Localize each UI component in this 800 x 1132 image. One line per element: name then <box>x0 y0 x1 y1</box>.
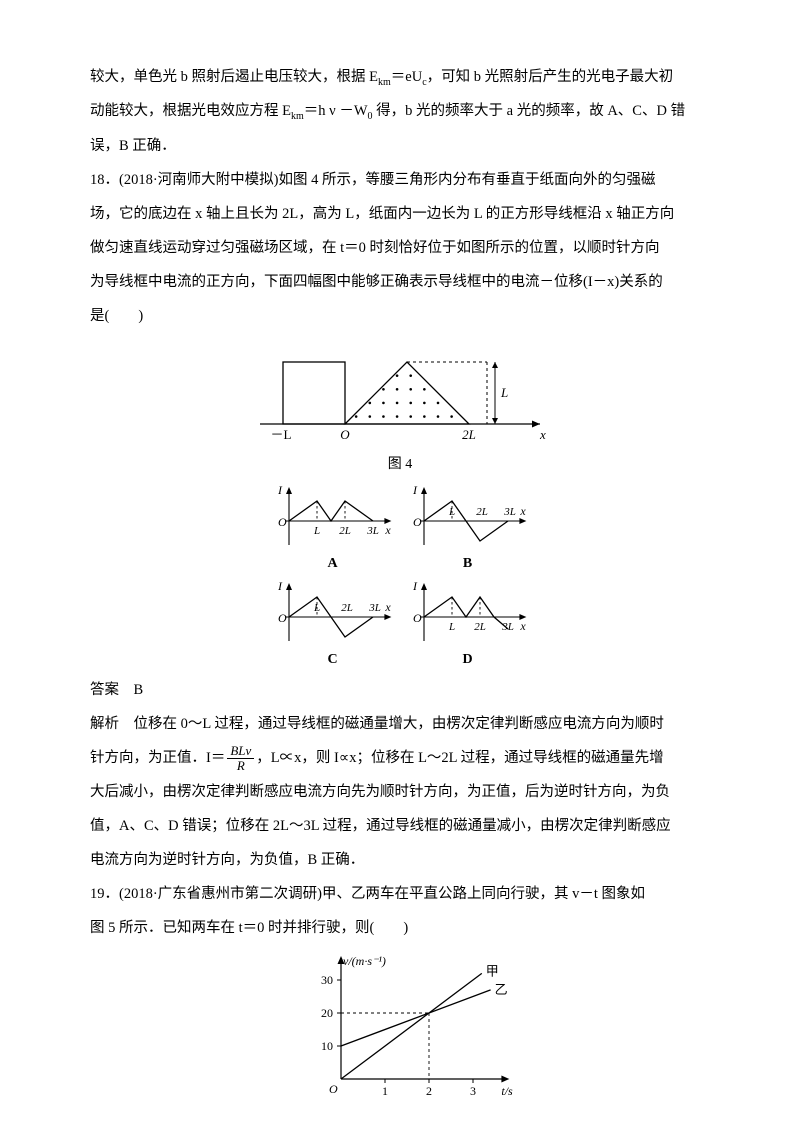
t: ，L∝x，则 I∝x；位移在 L～2L 过程，通过导线框的磁通量先增 <box>256 750 663 766</box>
t: 得，b 光的频率大于 a 光的频率，故 A、C、D 错 <box>373 103 686 119</box>
svg-text:I: I <box>412 483 418 497</box>
q18-l2: 场，它的底边在 x 轴上且长为 2L，高为 L，纸面内一边长为 L 的正方形导线… <box>90 197 710 231</box>
t: ，可知 b 光照射后产生的光电子最大初 <box>427 69 674 85</box>
svg-text:2L: 2L <box>476 506 488 518</box>
svg-text:2L: 2L <box>462 427 476 442</box>
svg-text:x: x <box>384 523 391 537</box>
svg-text:甲: 甲 <box>486 964 499 979</box>
svg-text:B: B <box>463 556 472 571</box>
figure-5: 10 20 30 1 2 3 甲乙 v/(m·s⁻¹) t/s O <box>90 951 710 1101</box>
figure-4-caption: 图 4 <box>90 455 710 475</box>
figure-5-svg: 10 20 30 1 2 3 甲乙 v/(m·s⁻¹) t/s O <box>285 951 515 1101</box>
svg-text:10: 10 <box>321 1039 333 1053</box>
svg-text:2L: 2L <box>339 525 351 537</box>
p1-l1: 较大，单色光 b 照射后遏止电压较大，根据 Ekm＝eUc，可知 b 光照射后产… <box>90 60 710 94</box>
exp18-l4: 值，A、C、D 错误；位移在 2L～3L 过程，通过导线框的磁通量减小，由楞次定… <box>90 809 710 843</box>
frac-den: R <box>227 759 254 773</box>
svg-text:C: C <box>327 652 337 667</box>
svg-text:3L: 3L <box>501 621 514 633</box>
svg-text:x: x <box>384 600 391 614</box>
svg-text:L: L <box>500 385 508 400</box>
svg-text:I: I <box>277 579 283 593</box>
svg-text:x: x <box>519 504 526 518</box>
option-b: I Ox L 2L 3L B <box>400 481 535 571</box>
svg-text:L: L <box>448 506 455 518</box>
t: 动能较大，根据光电效应方程 E <box>90 103 291 119</box>
svg-text:O: O <box>278 515 287 529</box>
t: ＝eU <box>391 69 422 85</box>
q19-l2: 图 5 所示．已知两车在 t＝0 时并排行驶，则( ) <box>90 911 710 945</box>
options-row2: I Ox L 2L 3L C I Ox L 2L 3L D <box>90 577 710 667</box>
answer-18: 答案 B <box>90 673 710 707</box>
q18-l4: 为导线框中电流的正方向，下面四幅图中能够正确表示导线框中的电流－位移(I－x)关… <box>90 265 710 299</box>
option-c: I Ox L 2L 3L C <box>265 577 400 667</box>
q18-l3: 做匀速直线运动穿过匀强磁场区域，在 t＝0 时刻恰好位于如图所示的位置，以顺时针… <box>90 231 710 265</box>
sub-km: km <box>378 77 391 88</box>
svg-text:O: O <box>329 1082 338 1096</box>
q19-l1: 19．(2018·广东省惠州市第二次调研)甲、乙两车在平直公路上同向行驶，其 v… <box>90 877 710 911</box>
exp18-l3: 大后减小，由楞次定律判断感应电流方向先为顺时针方向，为正值，后为逆时针方向，为负 <box>90 775 710 809</box>
fraction-blv-r: BLvR <box>227 744 254 772</box>
svg-text:3L: 3L <box>503 506 516 518</box>
exp18-l5: 电流方向为逆时针方向，为负值，B 正确． <box>90 843 710 877</box>
svg-text:3L: 3L <box>366 525 379 537</box>
svg-text:O: O <box>413 611 422 625</box>
p1-l2: 动能较大，根据光电效应方程 Ekm＝h ν －W0 得，b 光的频率大于 a 光… <box>90 94 710 128</box>
svg-text:I: I <box>277 483 283 497</box>
svg-text:L: L <box>313 525 320 537</box>
t: 较大，单色光 b 照射后遏止电压较大，根据 E <box>90 69 378 85</box>
svg-text:D: D <box>462 652 472 667</box>
t: ＝h ν －W <box>304 103 368 119</box>
svg-text:O: O <box>340 427 350 442</box>
svg-text:L: L <box>448 621 455 633</box>
page: 较大，单色光 b 照射后遏止电压较大，根据 Ekm＝eUc，可知 b 光照射后产… <box>0 0 800 1132</box>
svg-text:30: 30 <box>321 973 333 987</box>
svg-text:A: A <box>327 556 338 571</box>
svg-text:O: O <box>413 515 422 529</box>
option-d: I Ox L 2L 3L D <box>400 577 535 667</box>
svg-text:2: 2 <box>426 1084 432 1098</box>
svg-text:20: 20 <box>321 1006 333 1020</box>
exp18-l1: 解析 位移在 0～L 过程，通过导线框的磁通量增大，由楞次定律判断感应电流方向为… <box>90 707 710 741</box>
t: 针方向，为正值．I＝ <box>90 750 225 766</box>
svg-text:L: L <box>313 602 320 614</box>
svg-text:3: 3 <box>470 1084 476 1098</box>
q18-l1: 18．(2018·河南师大附中模拟)如图 4 所示，等腰三角形内分布有垂直于纸面… <box>90 163 710 197</box>
svg-text:3L: 3L <box>368 602 381 614</box>
svg-text:v/(m·s⁻¹): v/(m·s⁻¹) <box>343 954 386 968</box>
svg-text:I: I <box>412 579 418 593</box>
options-row1: I Ox L 2L 3L A I Ox L 2L 3L B <box>90 481 710 571</box>
svg-text:2L: 2L <box>341 602 353 614</box>
svg-text:2L: 2L <box>474 621 486 633</box>
svg-text:x: x <box>539 427 546 442</box>
svg-text:O: O <box>278 611 287 625</box>
p1-l3: 误，B 正确． <box>90 129 710 163</box>
svg-text:乙: 乙 <box>495 982 508 997</box>
svg-text:t/s: t/s <box>501 1084 513 1098</box>
figure-4: L －L O 2L x <box>90 339 710 449</box>
option-a: I Ox L 2L 3L A <box>265 481 400 571</box>
svg-text:－L: －L <box>271 427 292 442</box>
q18-l5: 是( ) <box>90 299 710 333</box>
svg-text:1: 1 <box>382 1084 388 1098</box>
sub-km2: km <box>291 111 304 122</box>
svg-text:x: x <box>519 619 526 633</box>
figure-4-svg: L －L O 2L x <box>250 339 550 449</box>
exp18-l2: 针方向，为正值．I＝BLvR，L∝x，则 I∝x；位移在 L～2L 过程，通过导… <box>90 741 710 775</box>
frac-num: BLv <box>227 744 254 759</box>
